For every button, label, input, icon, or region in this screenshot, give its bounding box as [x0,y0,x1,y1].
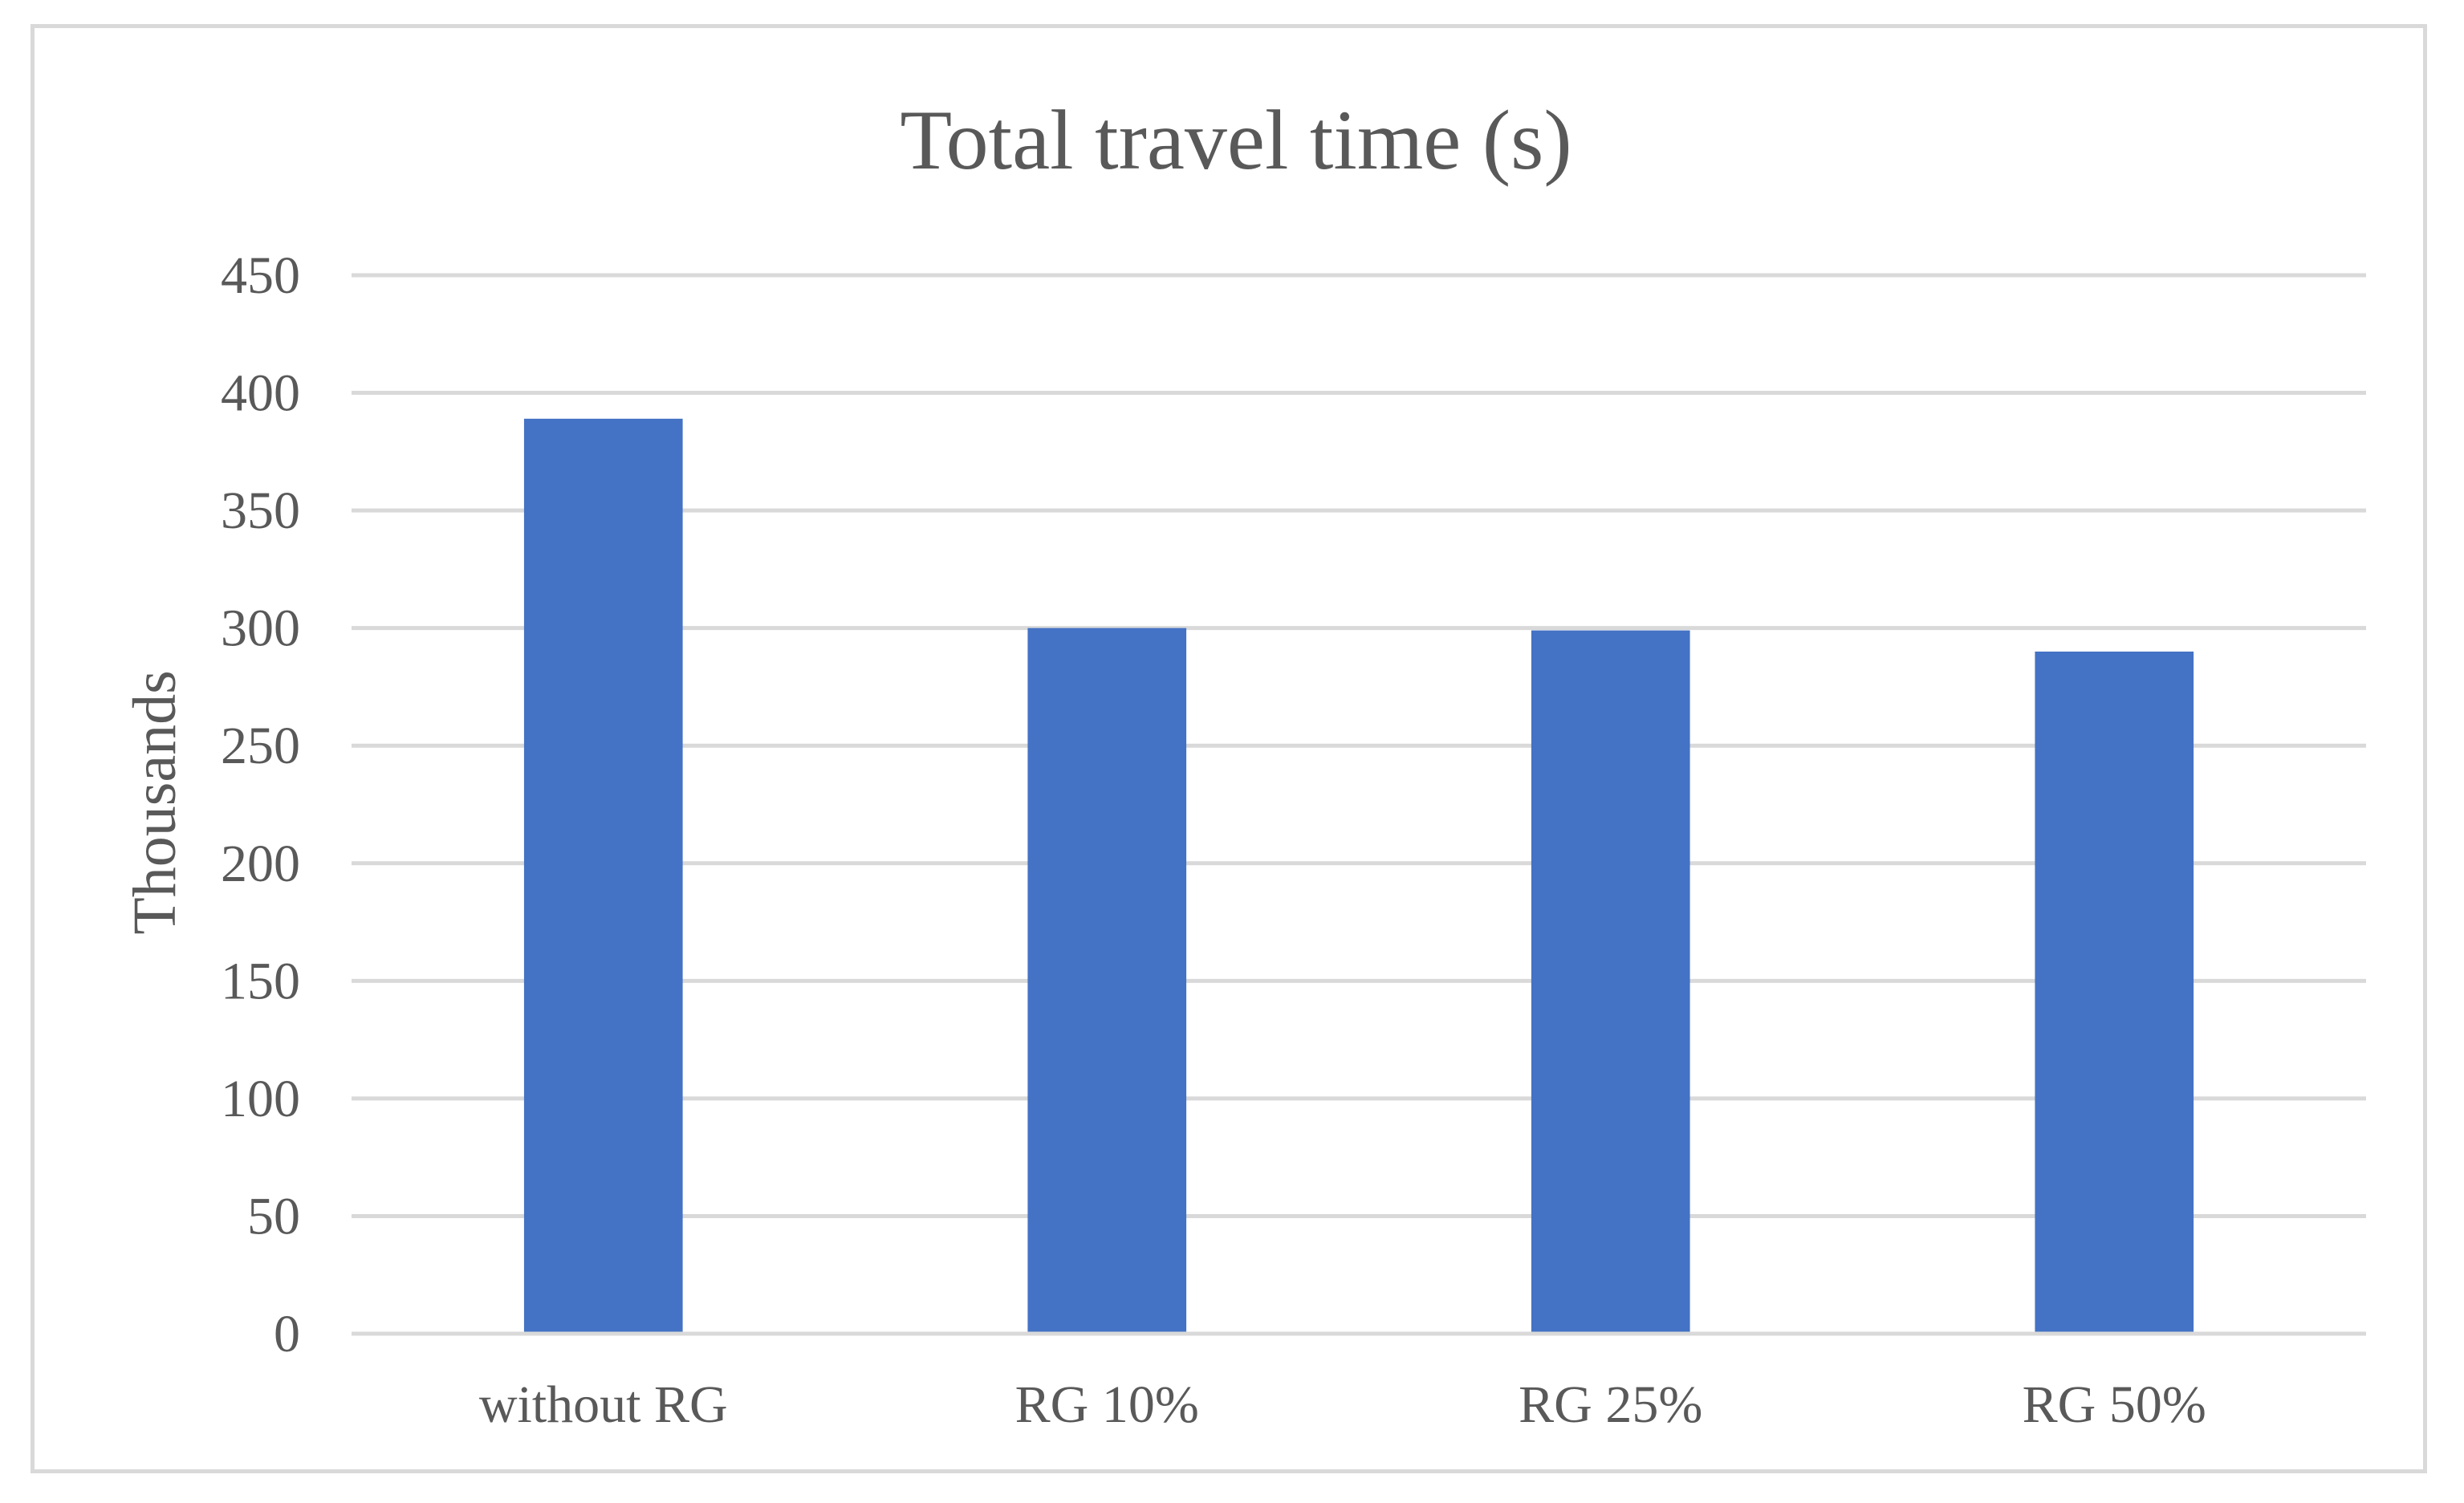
x-tick-label: without RG [479,1375,728,1434]
x-tick-label: RG 50% [2023,1375,2206,1434]
y-tick-label: 100 [221,1070,300,1128]
y-tick-label: 0 [274,1305,300,1363]
gridlines [352,273,2366,1218]
y-tick-labels: 0 50 100 150 200 250 300 350 400 450 [221,246,300,1363]
chart-title: Total travel time (s) [900,93,1572,187]
bar [2035,651,2194,1334]
y-tick-label: 300 [221,599,300,658]
y-tick-label: 200 [221,835,300,893]
y-tick-label: 150 [221,952,300,1010]
bar [523,418,683,1334]
x-tick-label: RG 25% [1519,1375,1702,1434]
bar [1531,630,1690,1334]
chart-frame [30,24,2427,1473]
x-tick-labels: without RG RG 10% RG 25% RG 50% [479,1375,2206,1434]
y-tick-label: 350 [221,481,300,540]
y-tick-label: 400 [221,364,300,423]
x-tick-label: RG 10% [1015,1375,1199,1434]
y-tick-label: 450 [221,246,300,305]
bars [523,418,2194,1334]
y-tick-label: 50 [247,1187,300,1245]
bar [1027,628,1187,1334]
y-axis-label: Thousands [121,670,189,934]
y-tick-label: 250 [221,717,300,775]
